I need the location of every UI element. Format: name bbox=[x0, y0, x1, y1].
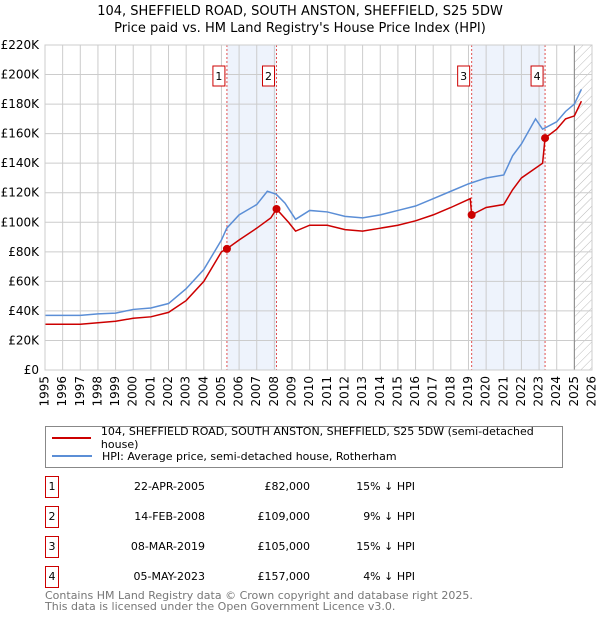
sale-point bbox=[467, 210, 476, 219]
y-tick-label: £40K bbox=[8, 304, 40, 318]
x-tick-label: 2008 bbox=[267, 376, 281, 407]
sale-label: 2 bbox=[265, 70, 272, 83]
x-tick-label: 2020 bbox=[479, 376, 493, 407]
x-tick-label: 2009 bbox=[285, 376, 299, 407]
x-tick-label: 2017 bbox=[426, 376, 440, 407]
chart-plot: 1995 1996 1997 1998 1999 2000 2001 2002 2003 2004… bbox=[1, 38, 599, 407]
x-tick-label: 1996 bbox=[55, 376, 69, 407]
y-tick-label: £180K bbox=[1, 97, 41, 111]
sale-number-badge: 3 bbox=[45, 536, 59, 558]
sale-date: 22-APR-2005 bbox=[133, 480, 205, 493]
hpi-line bbox=[45, 88, 583, 317]
x-tick-label: 2026 bbox=[585, 376, 599, 407]
y-tick-label: £80K bbox=[8, 245, 40, 259]
sale-date: 08-MAR-2019 bbox=[130, 540, 205, 553]
legend-red-line bbox=[52, 437, 91, 439]
footer-licence: This data is licensed under the Open Gov… bbox=[45, 600, 396, 613]
y-tick-label: £220K bbox=[1, 38, 41, 52]
sale-label-box bbox=[457, 65, 471, 87]
sale-number-badge: 1 bbox=[45, 476, 59, 498]
sale-label-box bbox=[530, 65, 544, 87]
x-tick-label: 2001 bbox=[143, 376, 157, 407]
sale-price: £109,000 bbox=[257, 510, 311, 523]
sale-hpi-diff: 15% ↓ HPI bbox=[356, 480, 415, 493]
shaded-period bbox=[471, 45, 546, 370]
x-tick-label: 2024 bbox=[549, 376, 563, 407]
x-tick-label: 1997 bbox=[73, 376, 87, 407]
sales-table-row: 4 05-MAY-2023 £157,000 4% ↓ HPI bbox=[45, 566, 445, 588]
x-tick-label: 2005 bbox=[214, 376, 228, 407]
legend-blue-line bbox=[52, 455, 92, 457]
sale-date: 14-FEB-2008 bbox=[134, 510, 205, 523]
x-tick-label: 2007 bbox=[249, 376, 263, 407]
sales-table-row: 3 08-MAR-2019 £105,000 15% ↓ HPI bbox=[45, 536, 445, 558]
chart-title: 104, SHEFFIELD ROAD, SOUTH ANSTON, SHEFF… bbox=[97, 4, 503, 19]
sale-number-badge: 2 bbox=[45, 506, 59, 528]
sale-label-box bbox=[212, 65, 226, 87]
y-tick-label: £0 bbox=[24, 363, 39, 377]
x-tick-label: 1995 bbox=[38, 376, 52, 407]
sale-point bbox=[222, 244, 231, 253]
sale-point bbox=[272, 204, 281, 213]
legend-label-property: 104, SHEFFIELD ROAD, SOUTH ANSTON, SHEFF… bbox=[100, 425, 534, 451]
y-tick-label: £200K bbox=[1, 68, 41, 82]
chart-subtitle: Price paid vs. HM Land Registry's House … bbox=[114, 21, 486, 36]
x-tick-label: 2015 bbox=[390, 376, 404, 407]
x-tick-label: 2018 bbox=[443, 376, 457, 407]
y-tick-label: £120K bbox=[1, 186, 41, 200]
sale-hpi-diff: 4% ↓ HPI bbox=[363, 570, 415, 583]
sale-hpi-diff: 15% ↓ HPI bbox=[356, 540, 415, 553]
legend: 104, SHEFFIELD ROAD, SOUTH ANSTON, SHEFF… bbox=[45, 425, 563, 468]
legend-label-hpi: HPI: Average price, semi-detached house,… bbox=[102, 449, 397, 463]
sales-table-row: 1 22-APR-2005 £82,000 15% ↓ HPI bbox=[45, 476, 445, 498]
sale-label: 1 bbox=[215, 70, 222, 83]
sale-price: £105,000 bbox=[257, 540, 311, 553]
sales-table-row: 2 14-FEB-2008 £109,000 9% ↓ HPI bbox=[45, 506, 445, 528]
x-tick-label: 2010 bbox=[302, 376, 316, 407]
x-tick-label: 2014 bbox=[373, 376, 387, 407]
x-tick-label: 2019 bbox=[461, 376, 475, 407]
sale-date: 05-MAY-2023 bbox=[133, 570, 205, 583]
x-tick-label: 2023 bbox=[532, 376, 546, 407]
x-tick-label: 2011 bbox=[320, 376, 334, 407]
sale-hpi-diff: 9% ↓ HPI bbox=[363, 510, 415, 523]
x-tick-label: 2022 bbox=[514, 376, 528, 407]
y-tick-label: £60K bbox=[8, 274, 40, 288]
property-line bbox=[45, 100, 583, 325]
forecast-hatch bbox=[574, 45, 592, 370]
y-tick-label: £100K bbox=[1, 215, 41, 229]
x-tick-label: 2002 bbox=[161, 376, 175, 407]
sale-price: £157,000 bbox=[257, 570, 311, 583]
plot-border bbox=[44, 44, 593, 371]
y-tick-label: £140K bbox=[1, 156, 41, 170]
x-tick-label: 2013 bbox=[355, 376, 369, 407]
x-tick-label: 2016 bbox=[408, 376, 422, 407]
x-tick-label: 1998 bbox=[90, 376, 104, 407]
x-tick-label: 2000 bbox=[126, 376, 140, 407]
footer-copyright: Contains HM Land Registry data © Crown c… bbox=[45, 589, 473, 602]
y-tick-label: £20K bbox=[8, 333, 40, 347]
sale-label: 4 bbox=[534, 70, 541, 83]
x-tick-label: 2025 bbox=[567, 376, 581, 407]
x-tick-label: 2021 bbox=[496, 376, 510, 407]
x-tick-label: 2006 bbox=[232, 376, 246, 407]
sale-price: £82,000 bbox=[264, 480, 311, 493]
sale-label: 3 bbox=[460, 70, 467, 83]
x-tick-label: 1999 bbox=[108, 376, 122, 407]
y-tick-label: £160K bbox=[1, 127, 41, 141]
sale-label-box bbox=[262, 65, 276, 87]
x-tick-label: 2003 bbox=[179, 376, 193, 407]
sale-number-badge: 4 bbox=[45, 566, 59, 588]
x-tick-label: 2004 bbox=[196, 376, 210, 407]
x-tick-label: 2012 bbox=[337, 376, 351, 407]
sale-point bbox=[541, 134, 550, 143]
